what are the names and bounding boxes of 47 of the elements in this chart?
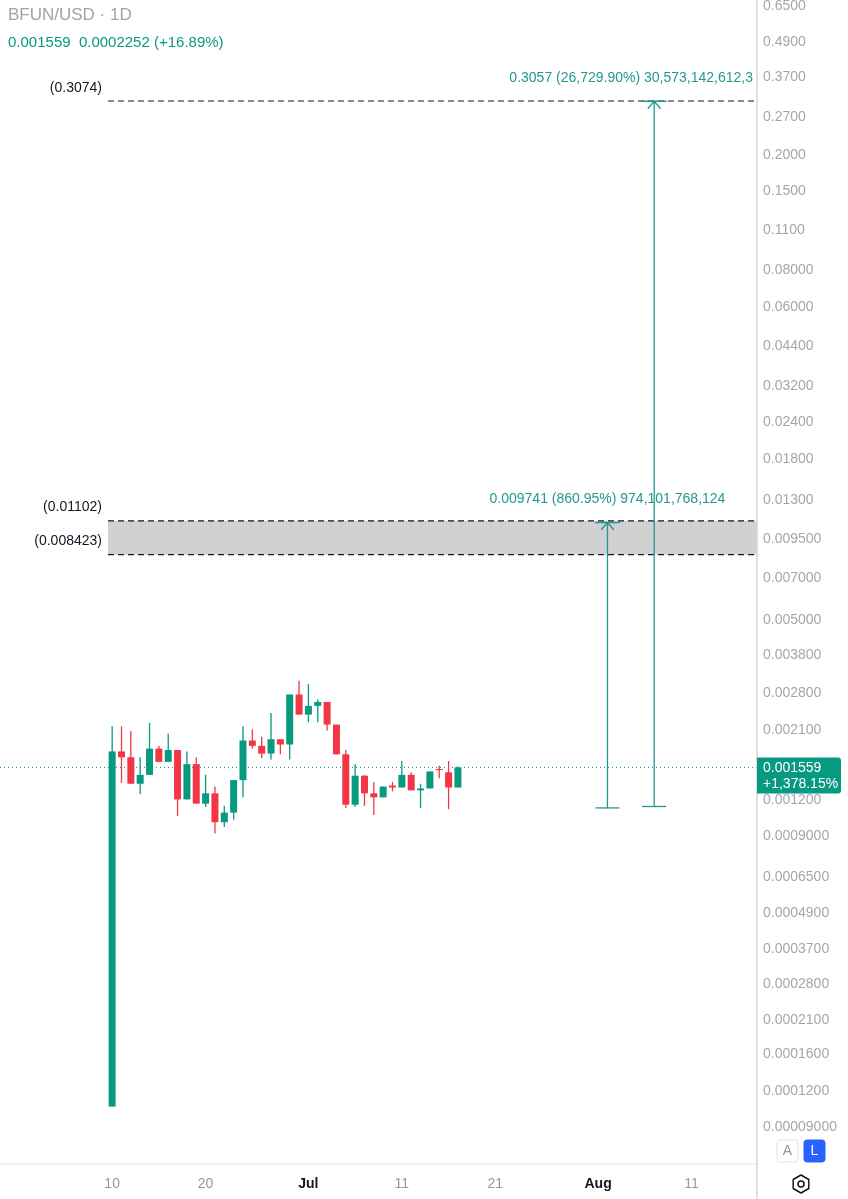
ref-line-label: (0.01102) bbox=[43, 498, 102, 515]
x-tick-label: 21 bbox=[487, 1174, 504, 1191]
y-tick-label: 0.0002100 bbox=[763, 1010, 830, 1027]
log-scale-button: L bbox=[803, 1139, 826, 1163]
y-tick-label: 0.6500 bbox=[763, 0, 807, 14]
y-tick-label: 0.04400 bbox=[763, 336, 814, 353]
y-tick-label: 0.002100 bbox=[763, 720, 822, 737]
y-tick-label: 0.3700 bbox=[763, 68, 807, 85]
chart-title: BFUN/USD · 1D bbox=[8, 5, 132, 25]
ref-line-label: (0.3074) bbox=[49, 78, 102, 95]
annotation: 0.3057 (26,729.90%) 30,573,142,612,3 bbox=[509, 68, 754, 85]
y-tick-label: 0.003800 bbox=[763, 645, 822, 662]
y-tick-label: 0.0004900 bbox=[763, 904, 830, 921]
y-tick-label: 0.01300 bbox=[763, 490, 814, 507]
y-tick-label: 0.1100 bbox=[763, 221, 805, 238]
x-tick-label: 11 bbox=[684, 1174, 700, 1191]
y-tick-label: 0.0003700 bbox=[763, 939, 830, 956]
y-tick-label: 0.4900 bbox=[763, 32, 807, 49]
x-tick-label: Jul bbox=[298, 1174, 319, 1191]
y-tick-label: 0.2700 bbox=[763, 108, 807, 125]
y-tick-label: 0.0001200 bbox=[763, 1081, 830, 1098]
y-tick-label: 0.1500 bbox=[763, 182, 807, 199]
y-tick-label: 0.005000 bbox=[763, 611, 822, 628]
y-tick-label: 0.009500 bbox=[763, 530, 822, 547]
y-tick-label: 0.0009000 bbox=[763, 827, 830, 844]
auto-scale-button: A bbox=[776, 1139, 799, 1163]
x-tick-label: Aug bbox=[584, 1174, 612, 1191]
y-tick-label: 0.2000 bbox=[763, 145, 807, 162]
y-tick-label: 0.00009000 bbox=[763, 1117, 838, 1134]
y-tick-label: 0.0002800 bbox=[763, 974, 830, 991]
x-tick-label: 11 bbox=[394, 1174, 410, 1191]
y-tick-label: 0.01800 bbox=[763, 449, 814, 466]
y-tick-label: 0.001200 bbox=[763, 791, 822, 808]
y-tick-label: 0.06000 bbox=[763, 297, 814, 314]
x-tick-label: 10 bbox=[104, 1174, 121, 1191]
price-badge: 0.001559 +1,378.15% bbox=[757, 757, 841, 794]
ref-line-label: (0.008423) bbox=[34, 532, 102, 549]
ref-line-label: 0.001559 bbox=[763, 759, 822, 776]
y-tick-label: 0.0006500 bbox=[763, 868, 830, 885]
x-tick-label: 20 bbox=[197, 1174, 214, 1191]
y-tick-label: 0.08000 bbox=[763, 261, 814, 278]
y-tick-label: 0.002800 bbox=[763, 684, 822, 701]
y-tick-label: 0.0001600 bbox=[763, 1045, 830, 1062]
text: 0.001559 0.0002252 (+16.89%) bbox=[8, 32, 224, 50]
y-tick-label: 0.02400 bbox=[763, 413, 814, 430]
y-tick-label: 0.03200 bbox=[763, 377, 814, 394]
y-tick-label: 0.007000 bbox=[763, 568, 822, 585]
